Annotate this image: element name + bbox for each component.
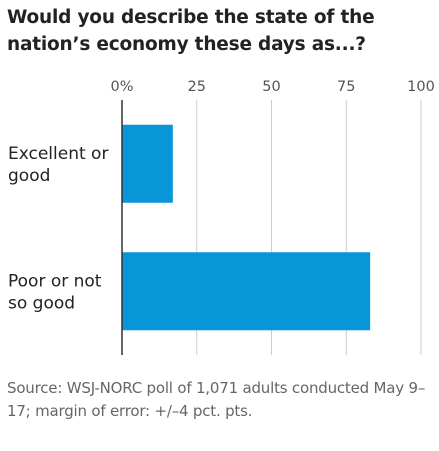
chart-title: Would you describe the state of the nati…	[7, 7, 375, 55]
x-tick-label: 50	[262, 79, 280, 95]
bar	[122, 252, 371, 331]
source-note: Source: WSJ-NORC poll of 1,071 adults co…	[7, 379, 426, 420]
bars	[122, 124, 371, 331]
bar	[122, 124, 173, 203]
x-axis-tick-labels: 0% 25 50 75 100	[110, 79, 434, 95]
category-label: good	[8, 166, 50, 186]
category-label: Poor or not	[8, 271, 102, 291]
x-tick-label: 25	[188, 79, 206, 95]
category-label: Excellent or	[8, 144, 108, 164]
x-tick-label: 100	[407, 79, 435, 95]
x-tick-label: 75	[337, 79, 355, 95]
category-label: so good	[8, 293, 75, 313]
x-tick-label: 0%	[110, 79, 133, 95]
